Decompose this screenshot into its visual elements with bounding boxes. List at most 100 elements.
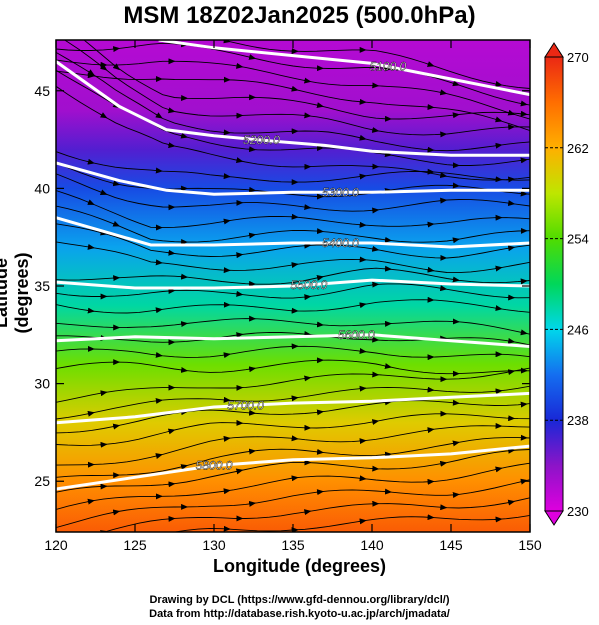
colorbar-tick-label: 262 [567, 141, 589, 156]
wind-arrow [112, 180, 121, 187]
streamline [63, 40, 530, 136]
wind-arrow [452, 80, 460, 87]
wind-arrow [304, 112, 312, 119]
wind-arrow [100, 390, 108, 397]
x-tick-label: 140 [360, 537, 384, 553]
wind-arrow [359, 475, 367, 482]
x-axis-label: Longitude (degrees) [212, 556, 386, 576]
wind-arrow [155, 307, 163, 314]
contour-label: 5200.0 [243, 133, 280, 147]
wind-arrow [495, 466, 503, 473]
wind-arrow [439, 504, 448, 511]
streamline [56, 318, 530, 335]
wind-arrow [384, 488, 392, 495]
wind-arrow [371, 419, 380, 425]
wind-arrow [304, 204, 312, 211]
y-tick-label: 35 [34, 278, 50, 294]
contour-label: 5800.0 [196, 459, 233, 473]
wind-arrow [236, 332, 244, 339]
wind-arrow [155, 397, 163, 404]
colorbar: 230 238 246 254 262 270 [544, 42, 589, 526]
y-tick-label: 40 [34, 180, 50, 196]
wind-arrow [384, 265, 392, 272]
wind-arrow [248, 448, 257, 455]
wind-arrow [452, 237, 460, 244]
wind-arrow [507, 109, 516, 116]
wind-arrow [316, 409, 324, 416]
contour-line [56, 60, 530, 157]
streamline [56, 173, 530, 212]
wind-arrow [100, 229, 108, 236]
streamline [56, 59, 530, 120]
x-tick-label: 135 [281, 537, 305, 553]
streamline [56, 367, 530, 403]
wind-arrow [439, 460, 448, 467]
wind-arrow [236, 290, 244, 297]
wind-arrow [452, 182, 460, 189]
wind-arrow [180, 366, 189, 373]
wind-arrow [452, 440, 460, 447]
wind-arrow [359, 518, 367, 525]
wind-arrow [384, 65, 392, 72]
wind-arrow [439, 285, 448, 292]
wind-arrow [248, 54, 257, 60]
wind-arrow [248, 146, 257, 153]
wind-arrow [371, 245, 380, 252]
wind-arrow [507, 245, 516, 252]
wind-arrow [291, 262, 299, 269]
wind-arrow [291, 395, 299, 402]
wind-arrow [359, 134, 367, 141]
wind-arrow [494, 116, 503, 123]
streamline [56, 479, 530, 529]
wind-arrow [507, 200, 516, 207]
wind-arrow [155, 112, 163, 119]
wind-arrow [371, 127, 380, 133]
wind-arrow [427, 427, 435, 434]
wind-arrow [112, 220, 121, 227]
wind-arrow [168, 515, 176, 522]
streamline [56, 205, 530, 243]
wind-arrow [112, 509, 121, 516]
wind-arrow [427, 386, 435, 393]
wind-arrow [304, 509, 312, 516]
wind-arrow [439, 89, 448, 96]
wind-arrow [384, 399, 392, 406]
wind-arrow [236, 62, 244, 69]
wind-arrow [520, 329, 528, 336]
wind-arrow [180, 132, 189, 139]
wind-arrow [88, 553, 94, 554]
streamline [56, 223, 530, 259]
contour-label: 5300.0 [322, 185, 359, 199]
contour-line [56, 444, 530, 491]
wind-arrow [291, 85, 299, 92]
contour-label: 5500.0 [290, 278, 327, 292]
wind-arrow [495, 265, 503, 272]
wind-arrow [223, 488, 231, 495]
wind-arrow [316, 274, 324, 281]
colorbar-tick-label: 254 [567, 232, 589, 247]
x-tick-label: 130 [202, 537, 226, 553]
wind-arrow [100, 441, 108, 448]
wind-arrow [236, 252, 244, 259]
colorbar-tick-label: 246 [567, 322, 589, 337]
y-tick-label: 45 [34, 83, 50, 99]
contour-line [56, 391, 530, 425]
wind-arrow [316, 102, 324, 109]
streamline [56, 162, 530, 198]
contour-label: 5700.0 [227, 399, 264, 413]
wind-arrow [316, 321, 324, 328]
wind-arrow [384, 451, 392, 458]
streamline [56, 449, 530, 493]
wind-arrow [495, 305, 503, 312]
wind-arrow [520, 157, 528, 164]
wind-arrow [495, 142, 503, 149]
wind-arrow [156, 535, 162, 537]
contour-line [56, 278, 530, 290]
wind-arrow [359, 385, 367, 392]
x-tick-label: 150 [518, 537, 542, 553]
y-tick-label: 30 [34, 376, 50, 392]
wind-arrow [155, 351, 163, 358]
wind-arrow [427, 266, 435, 273]
colorbar-tick-label: 270 [567, 50, 589, 65]
wind-arrow [371, 336, 380, 343]
